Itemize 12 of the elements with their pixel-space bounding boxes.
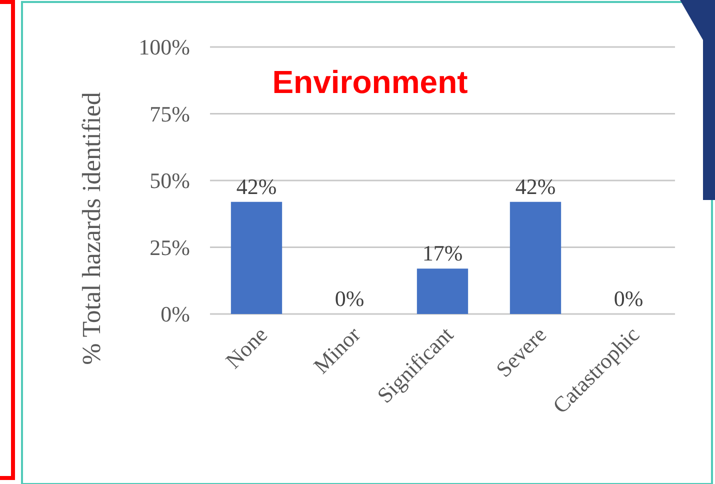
data-label: 17% bbox=[422, 240, 463, 266]
y-tick-label: 100% bbox=[138, 34, 190, 60]
y-tick-label: 0% bbox=[160, 302, 190, 327]
y-tick-label: 25% bbox=[150, 234, 190, 260]
data-label: 42% bbox=[515, 174, 556, 199]
text: Environment bbox=[272, 64, 468, 100]
data-label: 0% bbox=[334, 286, 364, 311]
y-axis-title: % Total hazards identified bbox=[77, 92, 106, 365]
data-label: 0% bbox=[614, 286, 644, 311]
data-label: 42% bbox=[236, 174, 277, 199]
y-tick-label: 50% bbox=[150, 168, 190, 194]
y-tick-label: 75% bbox=[150, 101, 190, 126]
